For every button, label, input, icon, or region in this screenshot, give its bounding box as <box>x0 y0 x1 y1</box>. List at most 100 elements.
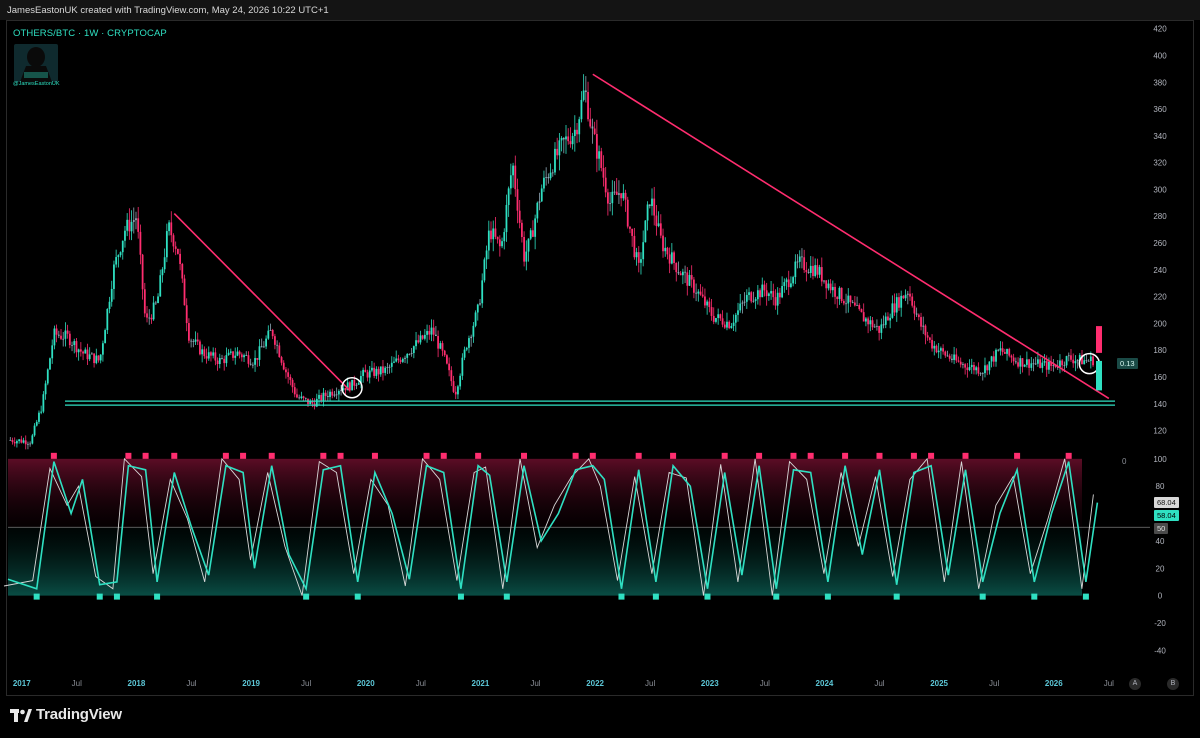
candle-body <box>304 397 307 399</box>
candle-body <box>179 253 181 264</box>
candle-body <box>1065 356 1068 366</box>
candle-body <box>845 303 847 305</box>
candle-body <box>291 379 294 388</box>
x-tick-year: 2026 <box>1045 679 1063 688</box>
candle-body <box>258 346 261 360</box>
osc-value-tag-1: 68.04 <box>1154 497 1179 508</box>
candle-body <box>635 252 638 258</box>
candle-body <box>1081 354 1083 365</box>
candle-body <box>1050 361 1053 366</box>
candle-body <box>737 310 739 315</box>
candle-body <box>448 363 451 371</box>
osc-buy-marker <box>652 593 659 600</box>
candle-body <box>485 250 488 260</box>
price-tick-label: 180 <box>1153 346 1167 355</box>
candle-body <box>119 252 122 256</box>
candle-body <box>340 390 342 392</box>
footer <box>0 696 1200 738</box>
candle-body <box>276 344 279 346</box>
price-tick-label: 240 <box>1153 266 1167 275</box>
candle-body <box>496 236 499 240</box>
log-scale-button[interactable]: B <box>1167 678 1179 690</box>
osc-oversold-zone <box>8 527 1082 596</box>
candle-body <box>783 282 786 287</box>
oscillator-lines <box>3 452 1099 600</box>
candle-body <box>902 295 905 299</box>
auto-scale-button[interactable]: A <box>1129 678 1141 690</box>
candle-body <box>40 411 43 413</box>
volume-bar-bull <box>1096 360 1102 391</box>
osc-buy-marker <box>824 593 831 600</box>
candle-body <box>917 314 920 318</box>
candle-body <box>589 119 592 127</box>
candle-body <box>368 370 371 378</box>
candle-body <box>18 439 21 442</box>
candle-body <box>604 177 607 193</box>
candle-body <box>64 330 67 339</box>
candle-body <box>479 303 481 305</box>
candle-body <box>196 339 199 342</box>
candle-body <box>293 387 296 395</box>
candle-body <box>565 136 567 140</box>
x-tick-year: 2024 <box>816 679 834 688</box>
candle-body <box>176 248 179 254</box>
candle-body <box>163 257 166 270</box>
candle-body <box>580 99 583 120</box>
candle-body <box>701 294 704 297</box>
candle-body <box>1006 348 1008 354</box>
candle-body <box>968 367 971 371</box>
candle-body <box>576 129 578 135</box>
candle-body <box>348 382 351 391</box>
candle-body <box>646 204 649 221</box>
candle-body <box>53 328 56 346</box>
osc-sell-marker <box>807 452 814 459</box>
candle-body <box>243 355 245 358</box>
candle-body <box>274 336 276 345</box>
candle-body <box>251 364 254 366</box>
candle-body <box>684 271 686 273</box>
candle-body <box>1054 365 1057 367</box>
price-tick-label: 300 <box>1153 185 1167 194</box>
candle-body <box>911 296 914 306</box>
candle-body <box>690 275 693 280</box>
candle-body <box>651 198 653 207</box>
candle-body <box>190 340 193 342</box>
osc-buy-marker <box>1082 593 1089 600</box>
osc-sell-marker <box>240 452 247 459</box>
candle-body <box>860 309 863 313</box>
x-tick-month: Jul <box>186 679 196 688</box>
candle-body <box>66 330 69 334</box>
candle-body <box>472 325 475 337</box>
candle-body <box>170 222 173 236</box>
candle-body <box>869 320 872 325</box>
candle-body <box>1039 359 1042 368</box>
candle-body <box>150 317 153 320</box>
price-tag: 0.13 <box>1117 358 1138 369</box>
candle-body <box>618 193 620 195</box>
candle-body <box>842 301 845 304</box>
candle-body <box>443 350 446 356</box>
candle-body <box>734 314 737 323</box>
candle-body <box>922 325 925 327</box>
candle-body <box>1085 360 1088 362</box>
candle-body <box>351 379 353 391</box>
candle-body <box>1061 360 1064 366</box>
candle-body <box>42 394 45 412</box>
candle-body <box>803 257 806 271</box>
candle-body <box>571 136 574 145</box>
candle-body <box>754 299 757 301</box>
candle-body <box>260 346 263 348</box>
candle-body <box>662 235 664 252</box>
candle-body <box>970 364 973 368</box>
candle-body <box>721 318 724 325</box>
x-tick-year: 2021 <box>472 679 490 688</box>
candle-body <box>31 435 34 444</box>
candle-body <box>86 349 89 360</box>
osc-buy-marker <box>154 593 161 600</box>
candle-body <box>401 358 404 362</box>
candle-body <box>410 353 413 354</box>
candle-body <box>626 199 629 227</box>
candle-body <box>913 305 916 314</box>
oscillator-background <box>8 458 1150 596</box>
